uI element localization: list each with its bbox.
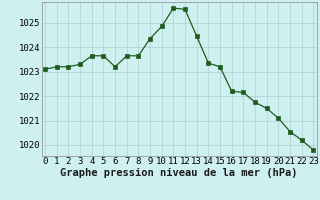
X-axis label: Graphe pression niveau de la mer (hPa): Graphe pression niveau de la mer (hPa) [60,168,298,178]
